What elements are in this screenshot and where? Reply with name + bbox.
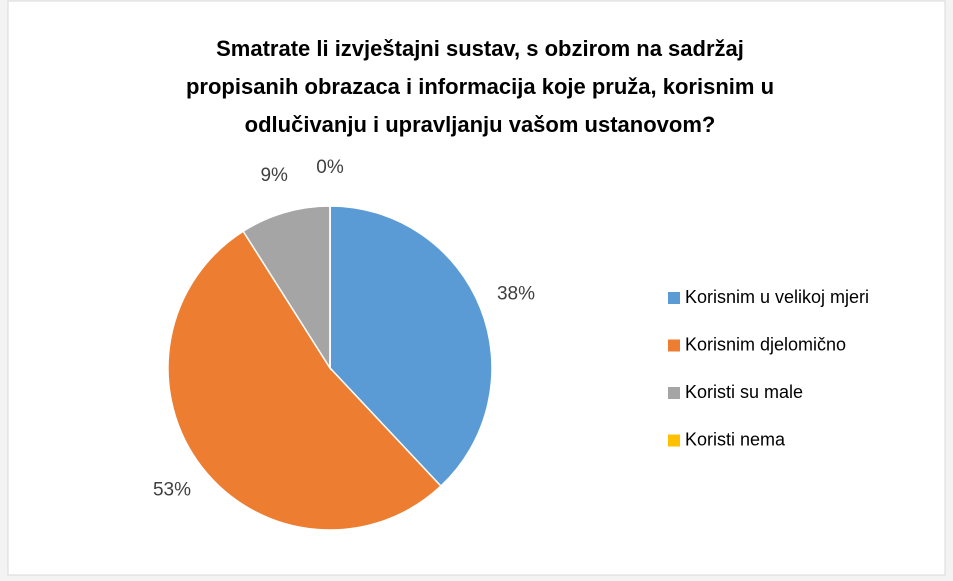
legend-swatch [668, 292, 680, 304]
chart-title: propisanih obrazaca i informacija koje p… [186, 74, 774, 99]
data-label: 53% [153, 480, 191, 501]
data-label: 0% [316, 157, 344, 178]
legend-swatch [668, 434, 680, 447]
data-label: 38% [497, 283, 535, 304]
chart-title: odlučivanju i upravljanju vašom ustanovo… [245, 112, 716, 137]
legend-label: Korisnim u velikoj mjeri [685, 287, 869, 307]
chart-title: Smatrate li izvještajni sustav, s obziro… [216, 36, 744, 61]
legend-swatch [668, 339, 680, 352]
legend-label: Koristi su male [685, 382, 803, 402]
pie-slice [329, 205, 493, 488]
legend-label: Koristi nema [685, 429, 786, 449]
pie-slice [242, 205, 331, 371]
chart-area [7, 0, 946, 576]
data-label: 9% [260, 165, 288, 186]
pie-slice [167, 230, 442, 531]
legend-swatch [668, 387, 680, 399]
legend-label: Korisnim djelomično [685, 334, 846, 354]
